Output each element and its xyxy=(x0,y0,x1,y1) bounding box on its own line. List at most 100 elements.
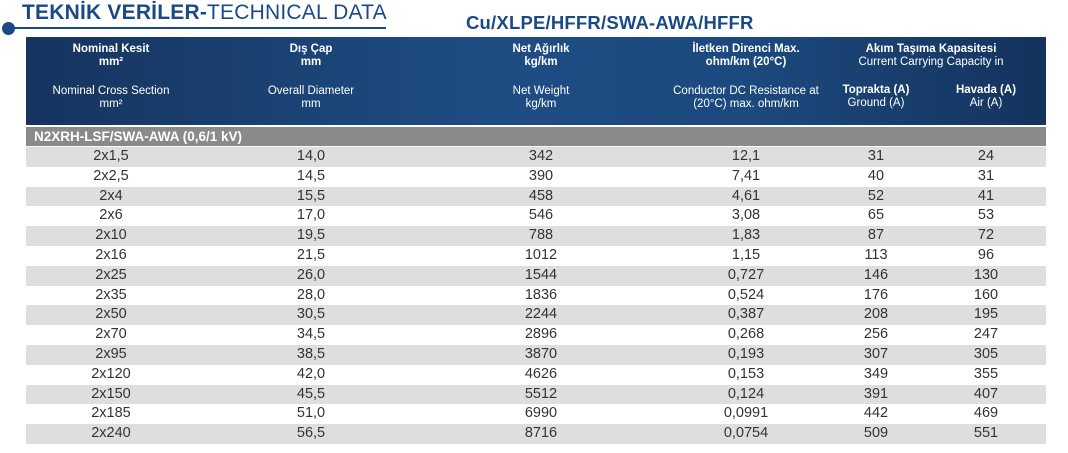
cell-weight: 458 xyxy=(528,187,554,204)
cell-resistance: 0,387 xyxy=(727,306,765,323)
cell-ground: 31 xyxy=(867,148,885,164)
cell-resistance: 0,193 xyxy=(727,345,765,362)
cell-ground: 208 xyxy=(863,306,889,323)
cell-resistance: 4,61 xyxy=(731,187,761,204)
cell-air: 247 xyxy=(973,326,999,343)
cell-weight: 2896 xyxy=(524,326,558,343)
cell-ground: 256 xyxy=(863,326,889,343)
cell-ground: 65 xyxy=(867,207,885,224)
cell-cross-section: 2x50 xyxy=(95,306,127,323)
cell-ground: 40 xyxy=(867,167,885,184)
cell-cross-section: 2x4 xyxy=(99,187,123,204)
cell-ground: 509 xyxy=(863,425,889,442)
header-ground: Toprakta (A) Ground (A) xyxy=(826,84,926,110)
cell-air: 407 xyxy=(973,385,999,402)
table-header: Nominal Kesit mm² Nominal Cross Section … xyxy=(26,37,1046,125)
cell-cross-section: 2x2,5 xyxy=(93,167,129,184)
cell-air: 24 xyxy=(977,148,995,164)
cell-weight: 788 xyxy=(528,227,554,244)
cable-code: Cu/XLPE/HFFR/SWA-AWA/HFFR xyxy=(466,12,754,33)
cell-diameter: 34,5 xyxy=(296,326,326,343)
cell-ground: 52 xyxy=(867,187,885,204)
cell-air: 469 xyxy=(973,405,999,422)
header-text: Net Ağırlık xyxy=(512,43,570,55)
table-row: 2x185 51,0 6990 0,0991 442 469 xyxy=(26,404,1046,425)
cell-ground: 87 xyxy=(867,227,885,244)
data-table: 2x1,5 14,0 342 12,1 31 24 2x2,5 14,5 390… xyxy=(26,147,1046,444)
table-row: 2x2,5 14,5 390 7,41 40 31 xyxy=(26,166,1046,187)
cell-diameter: 38,5 xyxy=(296,345,326,362)
header-text-en: Nominal Cross Section xyxy=(52,85,170,97)
cell-resistance: 3,08 xyxy=(731,207,761,224)
page-title: TEKNİK VERİLER-TECHNICAL DATA xyxy=(22,1,387,25)
cell-weight: 546 xyxy=(528,207,554,224)
header-text-en: Conductor DC Resistance at xyxy=(673,85,819,97)
table-row: 2x120 42,0 4626 0,153 349 355 xyxy=(26,364,1046,385)
cell-air: 195 xyxy=(973,306,999,323)
cell-resistance: 7,41 xyxy=(731,167,761,184)
header-unit-en: kg/km xyxy=(525,98,557,110)
header-unit-en: mm² xyxy=(99,98,123,110)
header-text-en: Net Weight xyxy=(512,85,570,97)
table-row: 2x10 19,5 788 1,83 87 72 xyxy=(26,226,1046,246)
cell-ground: 176 xyxy=(863,286,889,303)
cell-diameter: 30,5 xyxy=(296,306,326,323)
table-row: 2x16 21,5 1012 1,15 113 96 xyxy=(26,245,1046,266)
cell-weight: 1012 xyxy=(524,246,558,263)
cell-diameter: 14,5 xyxy=(296,167,326,184)
title-bar: TEKNİK VERİLER-TECHNICAL DATA Cu/XLPE/HF… xyxy=(0,0,1068,36)
cell-diameter: 42,0 xyxy=(296,365,326,382)
header-unit: mm xyxy=(300,56,322,68)
header-text: Havada (A) xyxy=(955,84,1017,96)
cell-weight: 5512 xyxy=(524,385,558,402)
cell-weight: 4626 xyxy=(524,365,558,382)
cell-ground: 307 xyxy=(863,345,889,362)
title-light: TECHNICAL DATA xyxy=(207,1,387,24)
table-row: 2x4 15,5 458 4,61 52 41 xyxy=(26,186,1046,207)
header-carrying-capacity: Akım Taşıma Kapasitesi Current Carrying … xyxy=(826,43,1036,69)
cell-diameter: 51,0 xyxy=(296,405,326,422)
cell-air: 41 xyxy=(977,187,995,204)
cell-cross-section: 2x35 xyxy=(95,286,127,303)
cell-cross-section: 2x240 xyxy=(91,425,131,442)
cell-air: 160 xyxy=(973,286,999,303)
cell-resistance: 0,268 xyxy=(727,326,765,343)
cell-ground: 349 xyxy=(863,365,889,382)
header-dc-resistance: İletken Direnci Max. ohm/km (20°C) Condu… xyxy=(636,43,856,111)
cell-diameter: 15,5 xyxy=(296,187,326,204)
cell-diameter: 45,5 xyxy=(296,385,326,402)
cell-weight: 3870 xyxy=(524,345,558,362)
cell-air: 72 xyxy=(977,227,995,244)
cell-resistance: 0,153 xyxy=(727,365,765,382)
cell-air: 130 xyxy=(973,266,999,283)
cell-weight: 1836 xyxy=(524,286,558,303)
header-text-en: Ground (A) xyxy=(847,97,905,109)
header-overall-diameter: Dış Çap mm Overall Diameter mm xyxy=(226,43,396,111)
header-net-weight: Net Ağırlık kg/km Net Weight kg/km xyxy=(456,43,626,111)
cell-air: 355 xyxy=(973,365,999,382)
cell-weight: 390 xyxy=(528,167,554,184)
header-text-en: Overall Diameter xyxy=(267,85,355,97)
header-text: Nominal Kesit xyxy=(72,43,150,55)
table-row: 2x240 56,5 8716 0,0754 509 551 xyxy=(26,424,1046,444)
cell-resistance: 12,1 xyxy=(731,148,761,164)
cell-diameter: 14,0 xyxy=(296,148,326,164)
cell-ground: 146 xyxy=(863,266,889,283)
header-nominal-section: Nominal Kesit mm² Nominal Cross Section … xyxy=(26,43,196,111)
cell-ground: 113 xyxy=(864,246,888,263)
cell-resistance: 1,83 xyxy=(731,227,761,244)
table-row: 2x150 45,5 5512 0,124 391 407 xyxy=(26,384,1046,405)
title-bold: TEKNİK VERİLER- xyxy=(22,1,208,24)
cell-air: 96 xyxy=(977,246,995,263)
cell-air: 305 xyxy=(973,345,999,362)
table-row: 2x35 28,0 1836 0,524 176 160 xyxy=(26,285,1046,306)
header-unit-en: (20°C) max. ohm/km xyxy=(693,98,799,110)
cell-diameter: 56,5 xyxy=(296,425,326,442)
header-text: Toprakta (A) xyxy=(842,84,910,96)
cell-diameter: 17,0 xyxy=(296,207,326,224)
table-row: 2x6 17,0 546 3,08 65 53 xyxy=(26,206,1046,227)
cell-cross-section: 2x10 xyxy=(95,227,127,244)
table-row: 2x95 38,5 3870 0,193 307 305 xyxy=(26,344,1046,365)
cable-type-section: N2XRH-LSF/SWA-AWA (0,6/1 kV) xyxy=(26,127,1046,146)
cell-cross-section: 2x70 xyxy=(95,326,127,343)
